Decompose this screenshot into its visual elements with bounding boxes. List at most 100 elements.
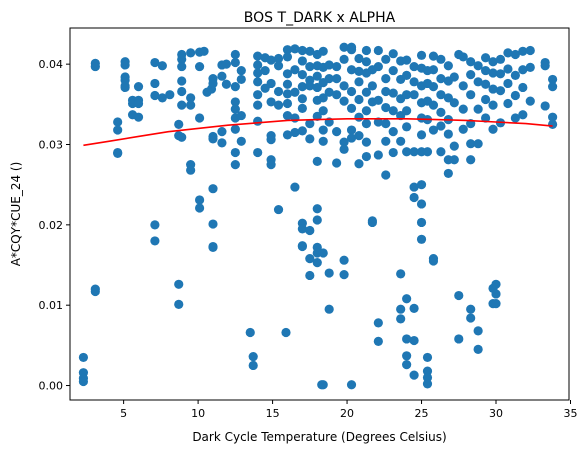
- data-point: [248, 352, 258, 362]
- data-point: [339, 81, 349, 91]
- trend-line: [83, 117, 553, 147]
- data-point: [354, 131, 364, 141]
- data-point: [402, 147, 412, 157]
- data-point: [217, 127, 227, 137]
- data-point: [454, 334, 464, 344]
- data-point: [518, 110, 528, 120]
- data-point: [253, 90, 263, 100]
- data-point: [290, 182, 300, 192]
- data-point: [354, 112, 364, 122]
- data-point: [409, 77, 419, 87]
- data-point: [518, 82, 528, 93]
- x-tick-label: 15: [266, 407, 280, 420]
- data-point: [416, 199, 427, 209]
- data-point: [236, 136, 246, 146]
- data-point: [297, 94, 307, 104]
- data-point: [488, 68, 498, 78]
- data-point: [488, 57, 498, 67]
- data-point: [346, 65, 357, 75]
- data-point: [318, 46, 328, 56]
- data-point: [133, 82, 144, 92]
- data-point: [230, 104, 240, 114]
- data-point: [402, 351, 412, 361]
- data-point: [473, 77, 483, 87]
- data-point: [422, 147, 433, 157]
- data-point: [518, 46, 528, 56]
- data-point: [436, 107, 446, 117]
- data-point: [361, 151, 372, 162]
- data-point: [381, 54, 391, 64]
- scatter-series: [78, 42, 558, 390]
- data-point: [402, 70, 412, 80]
- data-point: [381, 136, 391, 146]
- data-point: [488, 124, 498, 134]
- data-point: [150, 57, 160, 68]
- chart-title: BOS T_DARK x ALPHA: [244, 10, 396, 26]
- data-point: [260, 65, 270, 76]
- data-point: [480, 53, 491, 63]
- data-point: [402, 106, 412, 116]
- data-point: [318, 248, 328, 258]
- data-point: [305, 119, 315, 129]
- data-point: [409, 192, 419, 203]
- data-point: [491, 279, 501, 289]
- data-point: [165, 90, 175, 100]
- data-point: [236, 65, 246, 76]
- data-point: [373, 45, 383, 56]
- data-point: [177, 100, 187, 110]
- data-point: [339, 54, 349, 64]
- data-point: [90, 61, 100, 72]
- data-point: [282, 69, 293, 79]
- data-point: [428, 256, 439, 266]
- data-point: [396, 304, 406, 314]
- data-point: [466, 70, 476, 80]
- data-point: [388, 88, 398, 98]
- data-point: [305, 253, 315, 264]
- data-point: [466, 90, 476, 100]
- data-point: [525, 96, 535, 106]
- data-point: [503, 48, 513, 58]
- data-point: [402, 360, 412, 370]
- data-point: [409, 90, 419, 100]
- data-point: [236, 110, 246, 121]
- data-point: [177, 86, 187, 97]
- data-point: [208, 184, 218, 194]
- data-point: [361, 87, 372, 97]
- data-point: [120, 82, 130, 93]
- data-point: [248, 360, 258, 371]
- data-point: [332, 74, 342, 84]
- data-point: [373, 61, 383, 72]
- data-point: [346, 125, 357, 135]
- data-point: [416, 234, 427, 244]
- data-point: [281, 327, 291, 338]
- data-point: [305, 134, 315, 144]
- y-tick-label: 0.04: [39, 58, 64, 71]
- data-point: [495, 86, 506, 96]
- data-point: [318, 125, 328, 135]
- data-point: [373, 95, 383, 105]
- data-point: [422, 379, 433, 389]
- x-tick-label: 30: [489, 407, 503, 420]
- data-point: [324, 60, 334, 70]
- data-point: [503, 98, 513, 109]
- data-point: [312, 258, 322, 268]
- data-point: [253, 116, 263, 126]
- data-point: [416, 50, 427, 60]
- data-point: [297, 224, 307, 234]
- data-point: [332, 90, 342, 100]
- data-point: [282, 52, 293, 62]
- data-point: [346, 103, 357, 113]
- data-point: [422, 352, 433, 363]
- data-point: [373, 150, 383, 160]
- data-point: [90, 286, 100, 297]
- data-point: [312, 71, 322, 81]
- x-tick-label: 10: [191, 407, 205, 420]
- data-point: [253, 60, 263, 70]
- data-point: [174, 279, 184, 289]
- data-point: [297, 241, 307, 252]
- data-point: [297, 82, 307, 92]
- data-point: [113, 117, 123, 127]
- x-tick-label: 5: [120, 407, 127, 420]
- x-tick-label: 25: [415, 407, 429, 420]
